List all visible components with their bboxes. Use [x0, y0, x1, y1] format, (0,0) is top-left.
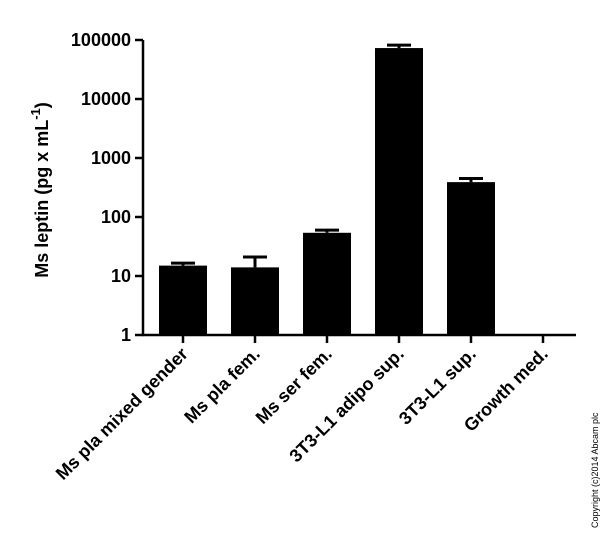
bar	[375, 48, 423, 335]
y-tick-label: 10000	[81, 89, 131, 109]
y-label-sup: -1	[28, 108, 43, 120]
x-tick-label: Ms pla mixed gender	[52, 344, 192, 484]
y-tick-label: 1	[121, 325, 131, 345]
bar	[231, 267, 279, 335]
bar	[447, 182, 495, 335]
copyright: Copyright (c)2014 Abcam plc	[590, 412, 600, 528]
y-tick-label: 100	[101, 207, 131, 227]
bar	[159, 265, 207, 335]
y-tick-label: 10	[111, 266, 131, 286]
y-label-end: )	[32, 102, 52, 108]
y-label-main: Ms leptin (pg x mL	[32, 120, 52, 278]
bar	[303, 232, 351, 335]
y-tick-label: 100000	[71, 30, 131, 50]
y-axis-label: Ms leptin (pg x mL-1)	[28, 102, 52, 278]
y-tick-label: 1000	[91, 148, 131, 168]
